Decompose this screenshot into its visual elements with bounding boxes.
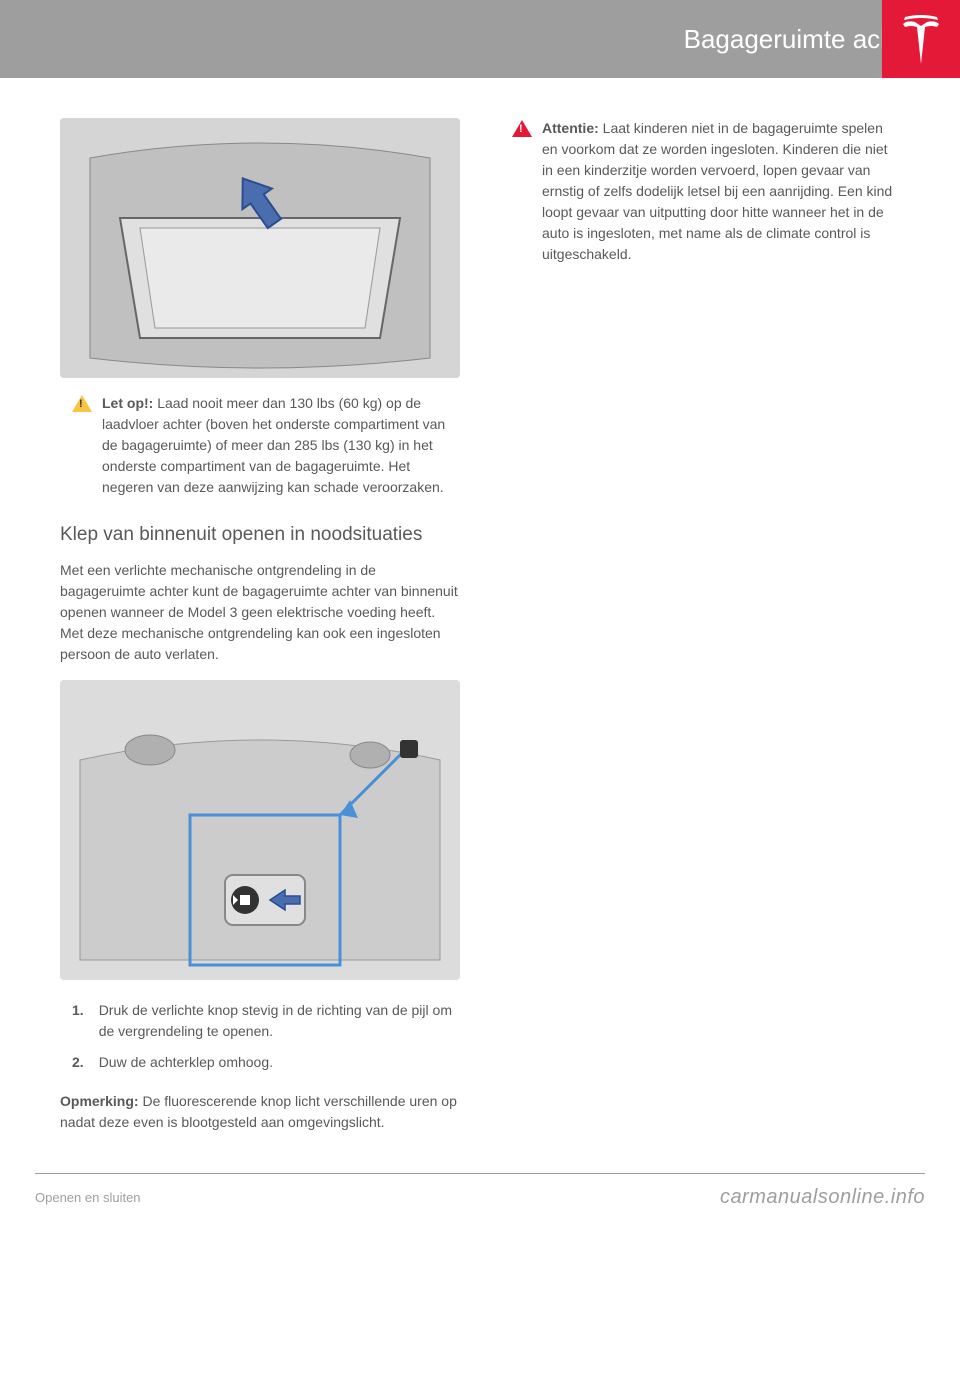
right-column: Attentie: Laat kinderen niet in de bagag… [500, 118, 900, 1133]
tesla-logo-icon [901, 14, 941, 64]
step-number: 1. [72, 1000, 84, 1042]
note-paragraph: Opmerking: De fluorescerende knop licht … [60, 1091, 460, 1133]
caution-triangle-icon [72, 395, 92, 412]
trunk-floor-illustration [60, 118, 460, 378]
warning-text: Attentie: Laat kinderen niet in de bagag… [542, 118, 900, 265]
step-text: Duw de achterklep omhoog. [99, 1052, 273, 1073]
page-footer: Openen en sluiten carmanualsonline.info [35, 1173, 925, 1221]
footer-section-name: Openen en sluiten [35, 1190, 141, 1205]
step-text: Druk de verlichte knop stevig in de rich… [99, 1000, 460, 1042]
warning-label: Attentie: [542, 120, 599, 136]
warning-triangle-icon [512, 120, 532, 137]
list-item: 2. Duw de achterklep omhoog. [72, 1052, 460, 1073]
caution-text: Let op!: Laad nooit meer dan 130 lbs (60… [102, 393, 460, 498]
caution-label: Let op!: [102, 395, 153, 411]
left-column: Let op!: Laad nooit meer dan 130 lbs (60… [60, 118, 460, 1133]
caution-body: Laad nooit meer dan 130 lbs (60 kg) op d… [102, 395, 445, 495]
note-label: Opmerking: [60, 1093, 139, 1109]
section-paragraph: Met een verlichte mechanische ontgrendel… [60, 560, 460, 665]
warning-callout: Attentie: Laat kinderen niet in de bagag… [500, 118, 900, 265]
steps-list: 1. Druk de verlichte knop stevig in de r… [60, 1000, 460, 1073]
section-heading: Klep van binnenuit openen in noodsituati… [60, 523, 460, 548]
main-content: Let op!: Laad nooit meer dan 130 lbs (60… [0, 78, 960, 1153]
caution-callout: Let op!: Laad nooit meer dan 130 lbs (60… [60, 393, 460, 498]
list-item: 1. Druk de verlichte knop stevig in de r… [72, 1000, 460, 1042]
page-header: Bagageruimte achter [0, 0, 960, 78]
tesla-badge [882, 0, 960, 78]
release-button-illustration [60, 680, 460, 980]
warning-body: Laat kinderen niet in de bagageruimte sp… [542, 120, 892, 262]
footer-watermark: carmanualsonline.info [720, 1186, 925, 1209]
step-number: 2. [72, 1052, 84, 1073]
